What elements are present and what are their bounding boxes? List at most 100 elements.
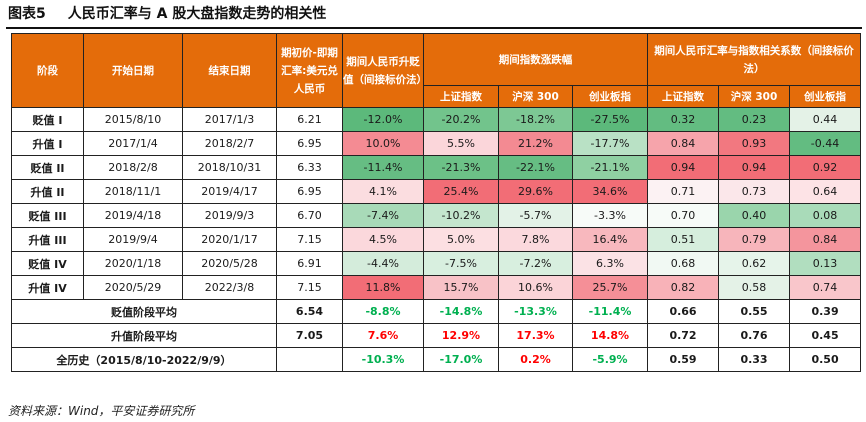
summary-change-cell: 12.9% (423, 323, 499, 348)
correlation-cell: 0.58 (718, 275, 791, 300)
summary-row: 升值阶段平均 7.05 7.6% 12.9% 17.3% 14.8% 0.72 0.76 0.4… (11, 323, 862, 348)
table-row: 贬值 I 2015/8/10 2017/1/3 6.21 -12.0% -20.2% -18… (11, 107, 862, 132)
change-cell: -3.3% (571, 203, 649, 228)
correlation-cell: 0.74 (789, 275, 862, 300)
initial-rate-cell: 6.95 (276, 131, 343, 156)
end-date-cell: 2019/4/17 (182, 179, 277, 204)
header-initial-rate: 期初价-即期汇率:美元兑人民币 (276, 33, 343, 108)
stage-cell: 升值 II (11, 179, 84, 204)
change-cell: -22.1% (498, 155, 573, 180)
correlation-cell: 0.62 (718, 251, 791, 276)
correlation-cell: 0.68 (647, 251, 720, 276)
correlation-cell: 0.51 (647, 227, 720, 252)
change-cell: 10.0% (342, 131, 424, 156)
summary-change-cell: -13.3% (498, 299, 573, 324)
summary-row: 贬值阶段平均 6.54 -8.8% -14.8% -13.3% -11.4% 0.66 0.5… (11, 299, 862, 324)
change-cell: -7.2% (498, 251, 573, 276)
summary-change-cell: 7.6% (342, 323, 424, 348)
correlation-cell: 0.70 (647, 203, 720, 228)
summary-correlation-cell: 0.33 (718, 347, 791, 372)
start-date-cell: 2018/11/1 (83, 179, 183, 204)
start-date-cell: 2019/9/4 (83, 227, 183, 252)
change-cell: -21.1% (571, 155, 649, 180)
change-cell: -17.7% (571, 131, 649, 156)
initial-rate-cell: 7.15 (276, 227, 343, 252)
header-chinext-change: 创业板指 (571, 85, 649, 108)
change-cell: -12.0% (342, 107, 424, 132)
summary-rate-cell: 6.54 (276, 299, 343, 324)
change-cell: 4.1% (342, 179, 424, 204)
subheader-row: 上证指数 沪深 300 创业板指 上证指数 沪深 300 创业板指 (12, 85, 862, 108)
change-cell: 5.5% (423, 131, 499, 156)
change-cell: -11.4% (342, 155, 424, 180)
correlation-cell: 0.40 (718, 203, 791, 228)
correlation-cell: 0.79 (718, 227, 791, 252)
summary-change-cell: -5.9% (571, 347, 649, 372)
start-date-cell: 2018/2/8 (83, 155, 183, 180)
end-date-cell: 2020/1/17 (182, 227, 277, 252)
summary-change-cell: 17.3% (498, 323, 573, 348)
change-cell: 34.6% (571, 179, 649, 204)
summary-change-cell: 0.2% (498, 347, 573, 372)
header-csi300-corr: 沪深 300 (718, 85, 791, 108)
summary-change-cell: 14.8% (571, 323, 649, 348)
header-sse-corr: 上证指数 (647, 85, 720, 108)
table-row: 贬值 III 2019/4/18 2019/9/3 6.70 -7.4% -10.2% -5… (11, 203, 862, 228)
change-cell: 16.4% (571, 227, 649, 252)
figure-number: 图表5 (8, 6, 46, 22)
change-cell: 11.8% (342, 275, 424, 300)
start-date-cell: 2020/1/18 (83, 251, 183, 276)
summary-correlation-cell: 0.50 (789, 347, 862, 372)
change-cell: -20.2% (423, 107, 499, 132)
change-cell: 6.3% (571, 251, 649, 276)
change-cell: -27.5% (571, 107, 649, 132)
correlation-cell: 0.71 (647, 179, 720, 204)
start-date-cell: 2020/5/29 (83, 275, 183, 300)
change-cell: -4.4% (342, 251, 424, 276)
change-cell: -18.2% (498, 107, 573, 132)
summary-correlation-cell: 0.45 (789, 323, 862, 348)
summary-row: 全历史（2015/8/10-2022/9/9） -10.3% -17.0% 0.2% -… (11, 347, 862, 372)
change-cell: 25.4% (423, 179, 499, 204)
change-cell: 4.5% (342, 227, 424, 252)
header-rmb-change: 期间人民币升贬值（间接标价法） (342, 33, 424, 108)
table-row: 升值 I 2017/1/4 2018/2/7 6.95 10.0% 5.5% 21.2% -1… (11, 131, 862, 156)
change-cell: -5.7% (498, 203, 573, 228)
header-csi300-change: 沪深 300 (498, 85, 573, 108)
correlation-cell: 0.84 (647, 131, 720, 156)
stage-cell: 贬值 I (11, 107, 84, 132)
stage-cell: 贬值 IV (11, 251, 84, 276)
summary-change-cell: -8.8% (342, 299, 424, 324)
table-title: 图表5 人民币汇率与 A 股大盘指数走势的相关性 (8, 3, 326, 25)
correlation-cell: 0.94 (718, 155, 791, 180)
source-note: 资料来源：Wind，平安证券研究所 (8, 404, 195, 418)
end-date-cell: 2018/10/31 (182, 155, 277, 180)
correlation-cell: 0.23 (718, 107, 791, 132)
change-cell: 21.2% (498, 131, 573, 156)
header-index-change-group: 期间指数涨跌幅 (422, 33, 649, 86)
stage-cell: 贬值 III (11, 203, 84, 228)
correlation-cell: 0.92 (789, 155, 862, 180)
header-row: 阶段 开始日期 结束日期 期初价-即期汇率:美元兑人民币 期间人民币升贬值（间接… (11, 33, 862, 108)
correlation-cell: -0.44 (789, 131, 862, 156)
header-stage: 阶段 (11, 33, 84, 108)
summary-change-cell: -10.3% (342, 347, 424, 372)
summary-label: 升值阶段平均 (11, 323, 277, 348)
table-row: 升值 IV 2020/5/29 2022/3/8 7.15 11.8% 15.7% 10.6… (11, 275, 862, 300)
initial-rate-cell: 6.91 (276, 251, 343, 276)
header-chinext-corr: 创业板指 (789, 85, 862, 108)
header-correlation-group: 期间人民币汇率与指数相关系数（间接标价法） (647, 33, 862, 86)
change-cell: -21.3% (423, 155, 499, 180)
summary-label: 贬值阶段平均 (11, 299, 277, 324)
summary-correlation-cell: 0.59 (647, 347, 720, 372)
table-row: 贬值 II 2018/2/8 2018/10/31 6.33 -11.4% -21.3% -… (11, 155, 862, 180)
end-date-cell: 2019/9/3 (182, 203, 277, 228)
table-row: 贬值 IV 2020/1/18 2020/5/28 6.91 -4.4% -7.5% -7.… (11, 251, 862, 276)
correlation-cell: 0.44 (789, 107, 862, 132)
summary-correlation-cell: 0.39 (789, 299, 862, 324)
change-cell: 5.0% (423, 227, 499, 252)
title-divider (6, 27, 862, 29)
summary-correlation-cell: 0.55 (718, 299, 791, 324)
summary-correlation-cell: 0.66 (647, 299, 720, 324)
correlation-cell: 0.73 (718, 179, 791, 204)
